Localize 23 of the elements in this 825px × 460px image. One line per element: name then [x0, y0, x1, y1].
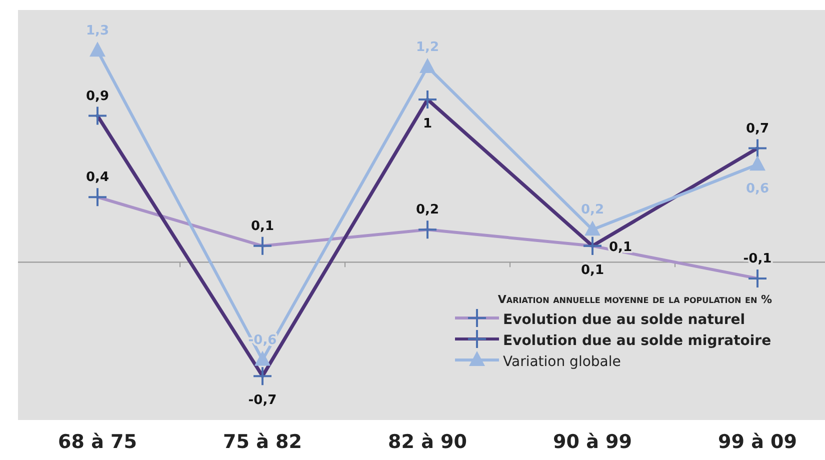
- data-label: 0,1: [608, 240, 632, 255]
- legend-title: Variation annuelle moyenne de la population en %: [498, 293, 772, 306]
- data-label: 0,6: [746, 182, 770, 197]
- data-label: 1: [422, 116, 432, 132]
- data-label: -0,7: [248, 393, 277, 408]
- data-label: 0,2: [580, 202, 604, 218]
- x-tick-label: 90 à 99: [553, 431, 632, 453]
- data-label: 1,3: [86, 24, 110, 39]
- data-label: 0,1: [580, 262, 604, 278]
- legend-label: Evolution due au solde naturel: [503, 312, 746, 328]
- x-tick-label: 75 à 82: [223, 431, 302, 453]
- data-label: 0,9: [86, 88, 110, 104]
- legend-label: Variation globale: [503, 354, 621, 370]
- legend-label: Evolution due au solde migratoire: [503, 333, 772, 349]
- x-tick-label: 99 à 09: [718, 431, 797, 453]
- x-tick-label: 68 à 75: [58, 431, 137, 453]
- data-label: 0,2: [416, 202, 440, 218]
- data-label: 0,7: [746, 121, 770, 136]
- data-label: 0,4: [86, 170, 110, 186]
- data-label: -0,1: [743, 251, 772, 266]
- data-label: 0,1: [250, 218, 274, 234]
- x-tick-label: 82 à 90: [388, 431, 467, 453]
- data-label: 1,2: [416, 40, 440, 55]
